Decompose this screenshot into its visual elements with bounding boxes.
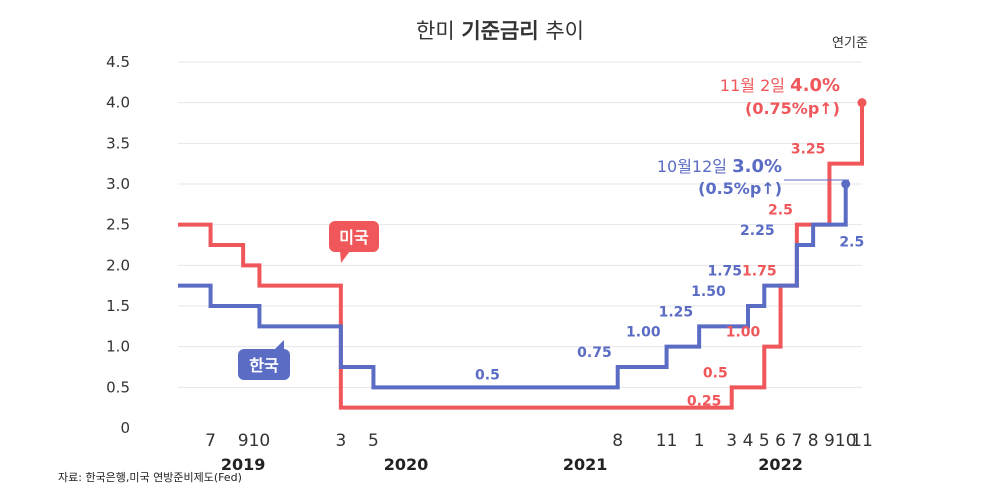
annotation-us: 11월 2일 4.0% (0.75%p↑): [720, 75, 840, 118]
series-endpoint-kr: [841, 179, 851, 189]
y-tick-label: 1.0: [106, 338, 130, 356]
data-label-kr: 1.75: [707, 264, 742, 280]
legend-label-us: 미국: [339, 228, 369, 247]
annotation-us-line2: (0.75%p↑): [745, 99, 840, 118]
data-label-us: 1.75: [742, 264, 777, 280]
y-tick-label: 0: [120, 419, 130, 437]
y-tick-label: 2.0: [106, 256, 130, 274]
x-axis-years: 2019 2020 2021 2022: [221, 455, 803, 474]
x-tick-label: 4: [743, 431, 754, 451]
x-tick-label: 8: [612, 431, 623, 451]
data-label-kr: 1.50: [691, 284, 726, 300]
year-label: 2022: [758, 455, 803, 474]
annotation-us-line1: 11월 2일 4.0%: [720, 75, 840, 96]
series-endpoint-us: [857, 98, 867, 108]
series-line-kr: [178, 184, 848, 390]
data-label-kr: 1.25: [659, 304, 694, 320]
data-label-us: 0.5: [703, 365, 728, 381]
data-label-us: 2.5: [768, 203, 793, 219]
x-tick-label: 11: [656, 431, 678, 451]
data-label-kr: 0.75: [577, 345, 612, 361]
legend-tag-us: 미국: [329, 221, 379, 263]
series-lines: [178, 98, 867, 410]
x-tick-label: 3: [726, 431, 737, 451]
y-tick-label: 4.0: [106, 94, 130, 112]
x-tick-label: 6: [775, 431, 786, 451]
data-label-us: 0.25: [687, 394, 722, 410]
data-labels: 0.25 0.5 1.00 1.75 2.5 3.25 0.5 0.75 1.00 1.25 1.5…: [475, 142, 864, 410]
y-tick-label: 2.5: [106, 216, 130, 234]
source-note: 자료: 한국은행,미국 연방준비제도(Fed): [58, 471, 242, 484]
year-label: 2020: [384, 455, 429, 474]
x-tick-label: 9: [238, 431, 249, 451]
x-tick-label: 1: [694, 431, 705, 451]
chart-title: 한미 기준금리 추이: [416, 19, 584, 43]
x-tick-label: 5: [759, 431, 770, 451]
year-label: 2021: [563, 455, 608, 474]
y-tick-label: 0.5: [106, 378, 130, 396]
data-label-kr: 2.25: [740, 223, 775, 239]
x-tick-label: 3: [335, 431, 346, 451]
gridlines: [178, 61, 862, 388]
legend-tag-kr: 한국: [238, 340, 290, 380]
y-tick-label: 3.5: [106, 134, 130, 152]
y-tick-label: 4.5: [106, 53, 130, 71]
x-tick-label: 5: [368, 431, 379, 451]
annotation-kr-line1: 10월12일 3.0%: [657, 156, 782, 177]
data-label-kr: 2.5: [839, 235, 864, 251]
data-label-kr: 1.00: [626, 325, 661, 341]
data-label-us: 3.25: [791, 142, 826, 158]
data-label-kr: 0.5: [475, 367, 500, 383]
annotation-kr-line2: (0.5%p↑): [698, 179, 782, 198]
y-axis-ticks: 0 0.5 1.0 1.5 2.0 2.5 3.0 3.5 4.0 4.5: [106, 53, 130, 437]
annotation-kr: 10월12일 3.0% (0.5%p↑): [657, 156, 849, 198]
x-tick-label: 8: [808, 431, 819, 451]
data-label-us: 1.00: [726, 325, 761, 341]
x-tick-label: 9: [824, 431, 835, 451]
year-label: 2019: [221, 455, 266, 474]
x-tick-label: 7: [791, 431, 802, 451]
x-tick-label: 10: [835, 431, 857, 451]
y-tick-label: 3.0: [106, 175, 130, 193]
unit-note: 연기준: [832, 36, 868, 51]
x-tick-label: 10: [249, 431, 271, 451]
legend-label-kr: 한국: [249, 356, 279, 375]
x-tick-label: 11: [851, 431, 873, 451]
x-tick-label: 7: [205, 431, 216, 451]
y-tick-label: 1.5: [106, 297, 130, 315]
